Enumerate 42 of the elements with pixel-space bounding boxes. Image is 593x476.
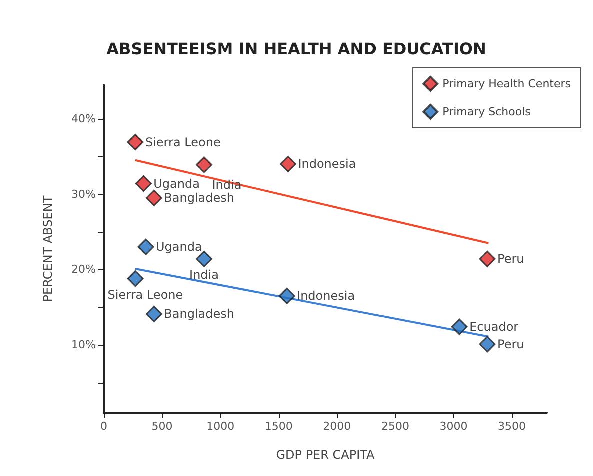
- point: [146, 306, 162, 322]
- point: [196, 156, 213, 174]
- annotation: India: [212, 178, 242, 192]
- chart-title: ABSENTEEISM IN HEALTH AND EDUCATION: [106, 40, 486, 58]
- annotation: Sierra Leone: [145, 135, 221, 150]
- annotation: Peru: [498, 337, 524, 352]
- x-tick-label: 1000: [206, 420, 235, 433]
- x-tick-label: 0: [100, 420, 108, 433]
- legend-label: Primary Health Centers: [442, 78, 572, 90]
- point: [278, 288, 296, 304]
- annotation: Uganda: [156, 240, 202, 254]
- legend-label: Primary Schools: [442, 106, 532, 118]
- annotation: Indonesia: [297, 289, 356, 304]
- annotation: India: [190, 268, 219, 282]
- x-tick-label: 500: [152, 420, 173, 433]
- y-tick-label: 10%: [72, 338, 96, 352]
- annotation: Bangladesh: [164, 191, 234, 206]
- y-tick-label: 40%: [72, 112, 96, 126]
- annotation: Ecuador: [470, 320, 519, 334]
- annotation: Peru: [498, 252, 524, 266]
- point: [451, 318, 468, 336]
- point: [280, 156, 296, 172]
- point: [127, 134, 144, 151]
- annotation: Uganda: [154, 176, 200, 191]
- y-tick-label: 30%: [72, 188, 96, 201]
- x-tick-label: 1500: [264, 420, 293, 433]
- y-axis-title: PERCENT ABSENT: [41, 195, 55, 302]
- x-tick-label: 3000: [440, 420, 468, 433]
- point: [479, 250, 496, 268]
- x-tick-label: 2500: [381, 420, 410, 433]
- point: [127, 270, 144, 288]
- x-tick-label: 2000: [323, 420, 352, 433]
- annotation: Bangladesh: [164, 307, 234, 322]
- annotation: Sierra Leone: [108, 288, 184, 302]
- annotation: Indonesia: [298, 157, 356, 172]
- point: [135, 176, 152, 192]
- point: [146, 190, 162, 206]
- point: [138, 238, 154, 256]
- x-axis-title: GDP PER CAPITA: [276, 448, 376, 462]
- y-tick-label: 20%: [72, 263, 96, 276]
- x-tick-label: 3500: [498, 420, 526, 433]
- point: [479, 336, 496, 353]
